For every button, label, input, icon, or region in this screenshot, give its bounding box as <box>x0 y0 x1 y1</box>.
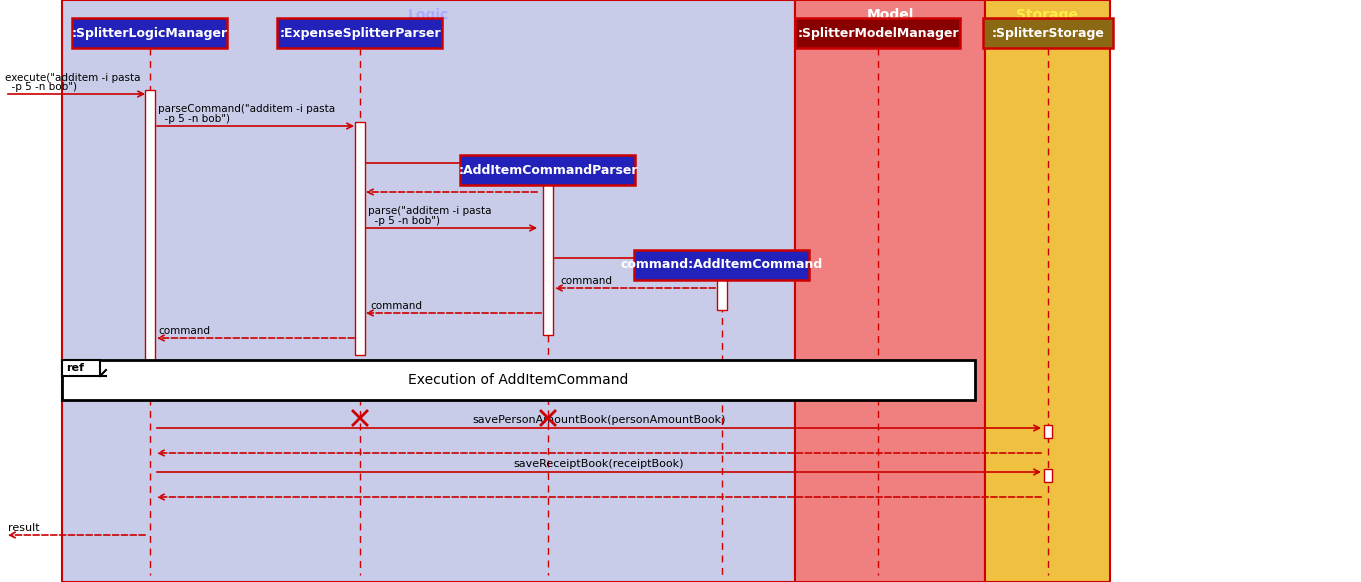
Text: savePersonAmountBook(personAmountBook): savePersonAmountBook(personAmountBook) <box>472 415 725 425</box>
Bar <box>355 122 365 355</box>
Text: Execution of AddItemCommand: Execution of AddItemCommand <box>408 373 629 387</box>
Bar <box>634 250 810 280</box>
Bar <box>63 0 795 582</box>
Bar <box>717 262 727 310</box>
Text: execute("additem -i pasta: execute("additem -i pasta <box>5 73 140 83</box>
Bar <box>795 0 985 582</box>
Bar <box>985 0 1111 582</box>
Text: -p 5 -n bob"): -p 5 -n bob") <box>5 82 78 92</box>
Bar <box>795 18 961 48</box>
Text: ref: ref <box>65 363 84 373</box>
Text: :SplitterStorage: :SplitterStorage <box>992 27 1104 40</box>
Text: command:AddItemCommand: command:AddItemCommand <box>621 258 823 271</box>
Text: result: result <box>8 523 39 533</box>
Text: Logic: Logic <box>408 8 449 22</box>
Bar <box>72 18 227 48</box>
Text: Storage: Storage <box>1017 8 1078 22</box>
Text: :SplitterLogicManager: :SplitterLogicManager <box>72 27 229 40</box>
Bar <box>146 90 155 360</box>
Bar <box>63 360 99 376</box>
Bar <box>1044 425 1052 438</box>
Bar <box>63 360 974 400</box>
Text: -p 5 -n bob"): -p 5 -n bob") <box>367 216 440 226</box>
Text: :AddItemCommandParser: :AddItemCommandParser <box>459 164 638 176</box>
Text: Model: Model <box>867 8 913 22</box>
Text: parseCommand("additem -i pasta: parseCommand("additem -i pasta <box>158 104 335 114</box>
Bar <box>460 155 636 185</box>
Text: command: command <box>370 301 422 311</box>
Text: -p 5 -n bob"): -p 5 -n bob") <box>158 114 230 124</box>
Bar <box>1044 469 1052 482</box>
Text: command: command <box>158 326 210 336</box>
Bar <box>543 160 553 335</box>
Text: :SplitterModelManager: :SplitterModelManager <box>798 27 958 40</box>
Text: command: command <box>559 276 612 286</box>
Text: parse("additem -i pasta: parse("additem -i pasta <box>367 206 491 216</box>
Text: :ExpenseSplitterParser: :ExpenseSplitterParser <box>279 27 441 40</box>
Bar <box>983 18 1113 48</box>
Text: saveReceiptBook(receiptBook): saveReceiptBook(receiptBook) <box>513 459 685 469</box>
Bar <box>278 18 442 48</box>
